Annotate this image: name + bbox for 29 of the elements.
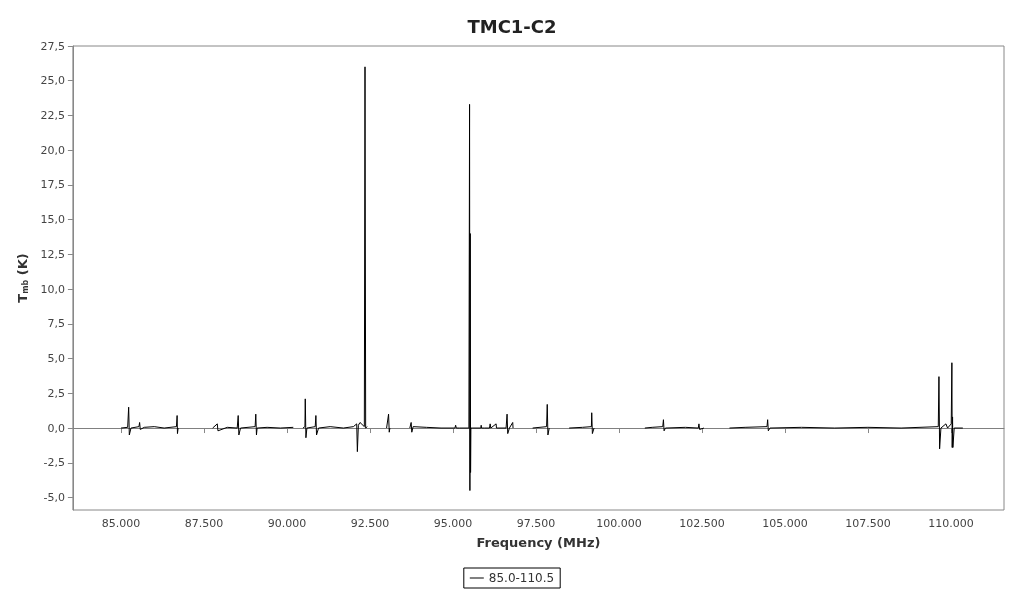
y-tick-label: 15,0	[40, 213, 65, 227]
y-tick-label: 2,5	[47, 386, 65, 400]
x-tick-label: 107.500	[845, 517, 891, 530]
y-tick-label: 10,0	[40, 282, 65, 296]
x-tick-label: 95.000	[433, 517, 473, 530]
x-tick-label: 90.000	[267, 517, 307, 530]
x-tick-label: 102.500	[679, 517, 725, 530]
chart-title: TMC1-C2	[467, 15, 557, 37]
x-axis-title: Frequency (MHz)	[476, 535, 601, 550]
y-axis-title: Tmb (K)	[15, 253, 30, 303]
y-tick-label: -2,5	[43, 456, 65, 470]
x-tick-label: 85.000	[101, 517, 141, 530]
y-tick-label: 22,5	[40, 108, 65, 122]
legend-label: 85.0-110.5	[488, 571, 555, 585]
y-tick-label: 20,0	[40, 143, 65, 157]
x-tick-label: 100.000	[596, 517, 642, 530]
x-tick-label: 87.500	[184, 517, 224, 530]
y-tick-label: 25,0	[40, 74, 65, 88]
x-tick-label: 97.500	[516, 517, 556, 530]
y-tick-label: 5,0	[47, 352, 65, 366]
x-tick-label: 105.000	[762, 517, 808, 530]
y-tick-label: 17,5	[40, 178, 65, 192]
y-tick-label: 12,5	[40, 247, 65, 261]
y-tick-label: 7,5	[47, 317, 65, 331]
y-tick-label: 27,5	[40, 39, 65, 53]
x-tick-label: 110.000	[928, 517, 974, 530]
x-tick-label: 92.500	[350, 517, 390, 530]
y-tick-label: 0,0	[47, 421, 65, 435]
y-tick-label: -5,0	[43, 491, 65, 504]
